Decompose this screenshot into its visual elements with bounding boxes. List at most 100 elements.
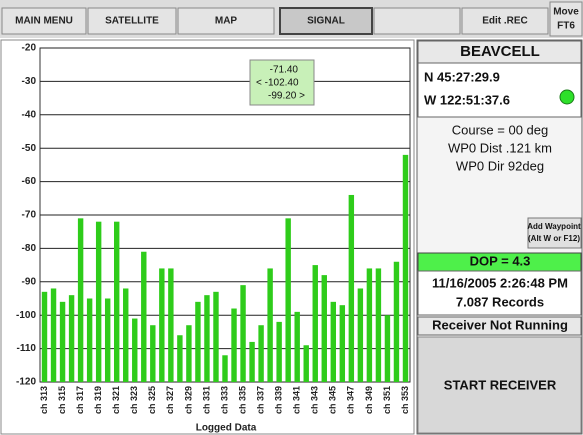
- course: Course = 00 deg: [452, 122, 548, 137]
- position-box: [417, 62, 582, 118]
- records: 7.087 Records: [456, 294, 544, 309]
- bar: [168, 268, 174, 382]
- bar: [357, 288, 364, 382]
- bar: [303, 345, 309, 382]
- bar: [339, 305, 346, 382]
- bar: [104, 298, 111, 382]
- x-tick-label: ch 353: [400, 386, 410, 414]
- bar: [348, 194, 355, 382]
- y-tick-label: -50: [22, 143, 37, 154]
- status-led: [559, 89, 575, 105]
- button-label: (Alt W or F12): [528, 234, 580, 243]
- x-tick-label: ch 323: [129, 386, 139, 414]
- bar: [231, 308, 237, 382]
- dop: DOP = 4.3: [470, 253, 531, 268]
- tab[interactable]: [177, 7, 275, 35]
- add-waypoint-button[interactable]: [527, 217, 582, 249]
- info-panel: BEAVCELL N 45:27:29.9 W 122:51:37.6 Cour…: [416, 39, 583, 435]
- annotation-text: -99.20 >: [268, 91, 305, 102]
- tab[interactable]: [1, 7, 87, 35]
- bar: [276, 321, 282, 382]
- bar: [59, 301, 66, 382]
- tab-label: Move: [553, 7, 579, 18]
- bar: [50, 288, 57, 382]
- y-tick-label: -120: [16, 377, 36, 388]
- x-tick-label: ch 339: [274, 386, 284, 414]
- tab-label: SIGNAL: [307, 16, 345, 27]
- y-tick-label: -40: [22, 109, 37, 120]
- bar: [375, 268, 382, 382]
- bar: [285, 218, 291, 382]
- bar: [186, 325, 192, 382]
- bar: [195, 301, 201, 382]
- bar: [123, 288, 129, 382]
- x-tick-label: ch 325: [147, 386, 157, 414]
- bar: [321, 275, 327, 382]
- bar: [141, 251, 147, 382]
- bar: [77, 218, 84, 382]
- x-tick-label: ch 343: [310, 386, 320, 414]
- tab-label: FT6: [557, 21, 575, 32]
- y-tick-label: -20: [22, 43, 37, 54]
- y-tick-label: -90: [22, 276, 37, 287]
- tab[interactable]: [461, 7, 549, 35]
- y-tick-label: -100: [16, 310, 36, 321]
- bar: [159, 268, 165, 382]
- bar: [366, 268, 373, 382]
- y-tick-label: -30: [22, 76, 37, 87]
- x-tick-label: ch 337: [255, 386, 265, 414]
- x-tick-label: ch 349: [364, 386, 374, 414]
- tab-label: MAIN MENU: [15, 16, 73, 27]
- bar: [312, 265, 318, 382]
- x-tick-label: ch 321: [111, 386, 121, 414]
- x-axis-label: Logged Data: [196, 423, 257, 434]
- annotation-box: [249, 59, 315, 106]
- tab-selected[interactable]: [279, 7, 373, 35]
- annotation-text: < -102.40: [256, 78, 299, 89]
- bar: [222, 355, 228, 382]
- waypoint-direction: WP0 Dir 92deg: [456, 158, 544, 173]
- y-tick-label: -80: [22, 243, 37, 254]
- button-label: START RECEIVER: [444, 377, 557, 392]
- status-box: [417, 316, 582, 336]
- start-receiver-button[interactable]: [417, 336, 582, 434]
- tab[interactable]: [87, 7, 177, 35]
- bar: [132, 318, 138, 382]
- bar: [393, 261, 400, 382]
- x-tick-label: ch 331: [201, 386, 211, 414]
- bar: [267, 268, 273, 382]
- x-tick-label: ch 341: [292, 386, 302, 414]
- time-box: [417, 270, 582, 316]
- x-tick-label: ch 319: [93, 386, 103, 414]
- bar: [95, 221, 102, 382]
- tab-label: SATELLITE: [105, 16, 159, 27]
- bar: [204, 295, 210, 382]
- bar: [330, 301, 336, 382]
- x-tick-label: ch 327: [165, 386, 175, 414]
- button-label: Add Waypoint: [527, 222, 581, 231]
- device-name: BEAVCELL: [460, 43, 540, 60]
- bar: [240, 285, 246, 382]
- annotation: -71.40 < -102.40 -99.20 >: [249, 59, 315, 106]
- tab[interactable]: [549, 1, 583, 37]
- timestamp: 11/16/2005 2:26:48 PM: [432, 275, 568, 290]
- x-tick-label: ch 351: [382, 386, 392, 414]
- x-tick-label: ch 317: [75, 386, 85, 414]
- bar: [68, 295, 75, 382]
- x-tick-label: ch 333: [219, 386, 229, 414]
- y-tick-label: -70: [22, 210, 37, 221]
- waypoint-distance: WP0 Dist .121 km: [448, 140, 552, 155]
- bar: [114, 221, 120, 382]
- latitude: N 45:27:29.9: [424, 69, 500, 84]
- x-tick-label: ch 345: [328, 386, 338, 414]
- x-tick-label: ch 329: [183, 386, 193, 414]
- tab-bar: MAIN MENU SATELLITE MAP SIGNAL Edit .REC…: [0, 0, 583, 38]
- x-tick-label: ch 315: [57, 386, 67, 414]
- tab[interactable]: [373, 7, 461, 35]
- plot: -120 -110 -100 -90 -80 -70 -60 -50 -40 -30 -20 ch 3…: [16, 43, 411, 414]
- bar: [86, 298, 93, 382]
- bar: [258, 325, 264, 382]
- bar: [41, 291, 48, 382]
- x-tick-label: ch 335: [237, 386, 247, 414]
